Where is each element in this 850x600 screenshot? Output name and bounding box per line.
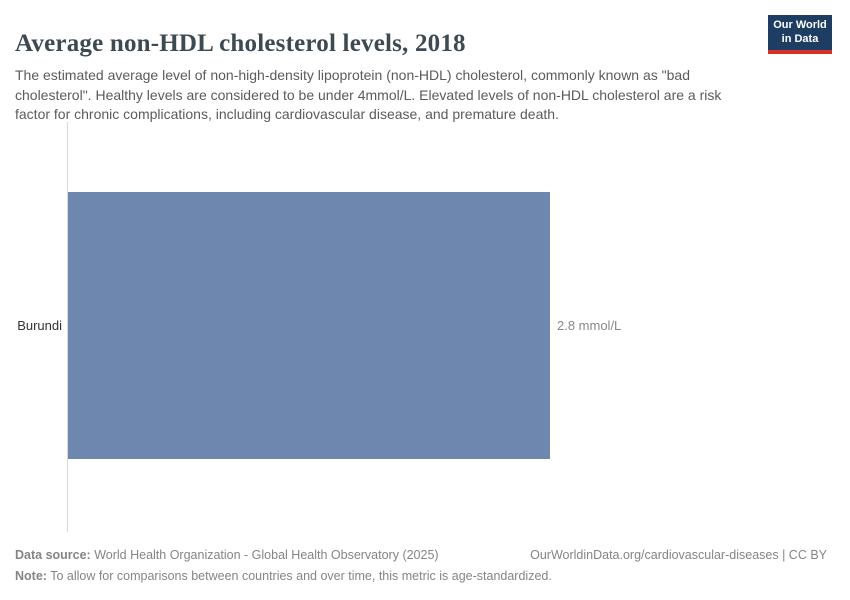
- note-text: To allow for comparisons between countri…: [46, 568, 552, 583]
- license-link[interactable]: OurWorldinData.org/cardiovascular-diseas…: [530, 548, 827, 562]
- owid-logo-line2: in Data: [781, 32, 819, 45]
- chart-subtitle: The estimated average level of non-high-…: [15, 67, 722, 123]
- data-source-text: World Health Organization - Global Healt…: [90, 548, 439, 562]
- owid-logo[interactable]: Our World in Data: [768, 15, 832, 54]
- note-label: Note:: [15, 568, 47, 583]
- bar-row-burundi: 2.8 mmol/L: [68, 192, 621, 459]
- bar-burundi[interactable]: [68, 192, 550, 459]
- chart-title: Average non-HDL cholesterol levels, 2018: [15, 29, 466, 57]
- y-axis-line: [67, 122, 68, 532]
- note-line: Note: To allow for comparisons between c…: [15, 568, 827, 585]
- owid-logo-line1: Our World: [773, 19, 827, 31]
- data-source-line: Data source: World Health Organization -…: [15, 547, 439, 564]
- data-source-label: Data source:: [15, 548, 91, 562]
- chart-footer: Data source: World Health Organization -…: [15, 547, 827, 585]
- bar-value-label: 2.8 mmol/L: [556, 318, 622, 333]
- entity-label-burundi: Burundi: [17, 318, 62, 333]
